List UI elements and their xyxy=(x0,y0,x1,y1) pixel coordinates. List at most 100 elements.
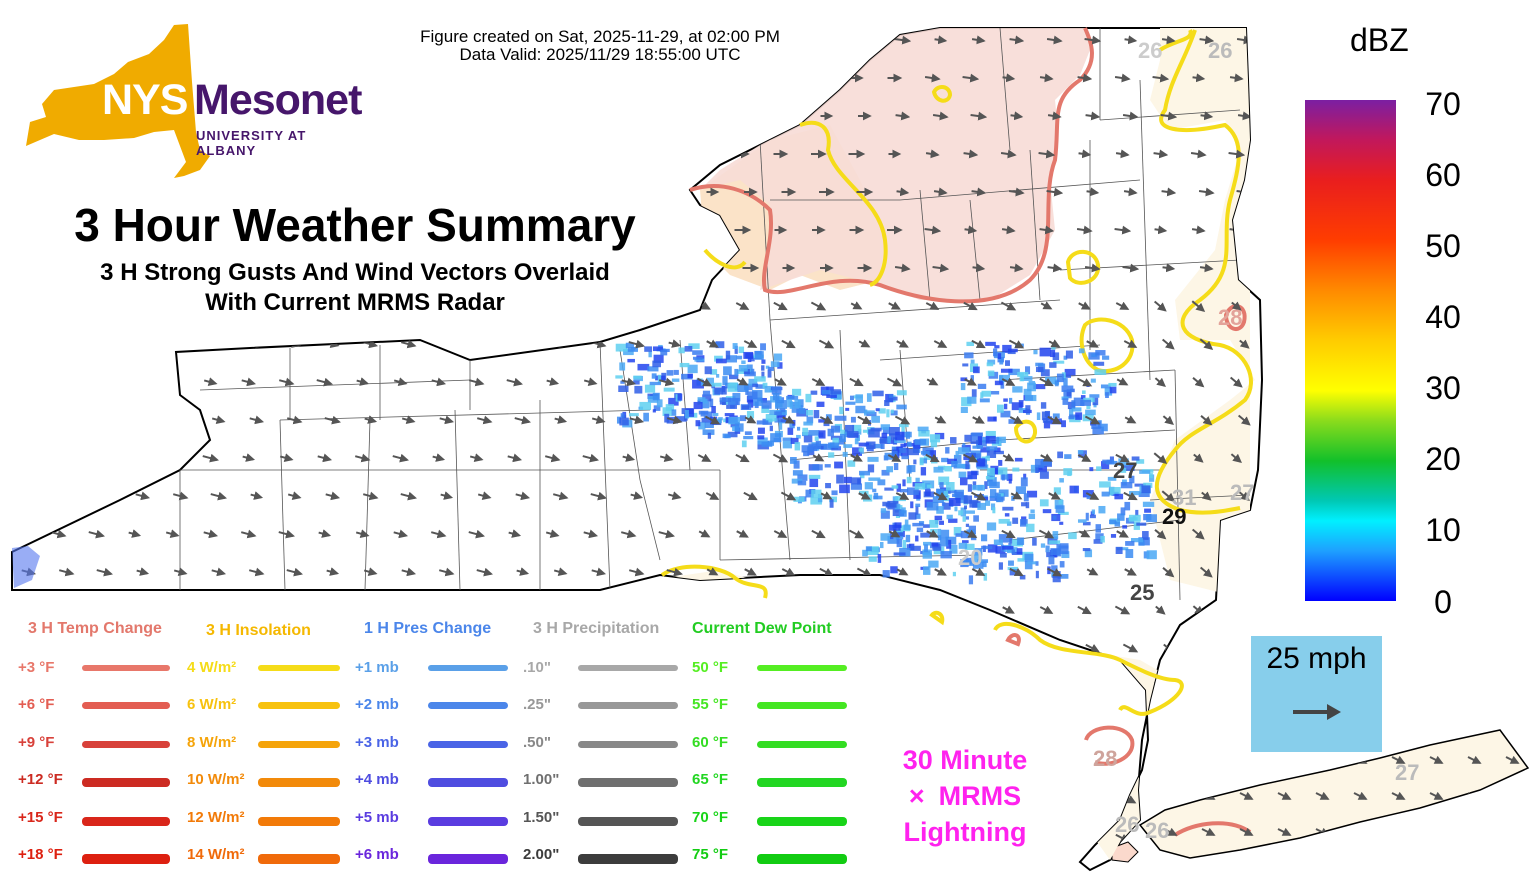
wind-vector-arrow xyxy=(286,187,303,197)
wind-vector-arrow xyxy=(97,643,113,653)
wind-vector-arrow xyxy=(97,263,113,273)
wind-vector-arrow xyxy=(88,757,105,767)
radar-echo xyxy=(894,439,906,444)
radar-echo xyxy=(1065,350,1073,359)
radar-echo xyxy=(953,526,962,536)
radar-echo xyxy=(1034,458,1045,468)
radar-echo xyxy=(840,433,846,442)
radar-echo xyxy=(1078,348,1085,354)
radar-echo xyxy=(858,448,863,452)
gust-label: 26 xyxy=(1145,818,1169,843)
wind-vector-arrow xyxy=(628,187,645,197)
wind-vector-arrow xyxy=(326,567,340,576)
wind-vector-arrow xyxy=(241,757,257,767)
radar-echo xyxy=(880,424,891,430)
radar-echo xyxy=(872,488,877,493)
radar-echo xyxy=(1035,570,1039,579)
wind-vector-arrow xyxy=(89,225,105,235)
radar-echo xyxy=(886,409,890,418)
wind-vector-arrow xyxy=(782,795,795,804)
wind-vector-arrow xyxy=(1084,415,1101,425)
wind-vector-arrow xyxy=(811,757,826,766)
radar-echo xyxy=(900,488,909,493)
wind-vector-arrow xyxy=(888,681,901,690)
radar-echo xyxy=(895,514,901,519)
radar-echo xyxy=(1095,350,1106,356)
radar-echo xyxy=(973,554,983,563)
radar-echo xyxy=(890,409,894,414)
radar-echo xyxy=(977,383,987,390)
radar-echo xyxy=(976,458,986,467)
legend-insolation-label: 14 W/m² xyxy=(187,846,245,863)
wind-vector-arrow xyxy=(963,681,978,691)
radar-echo xyxy=(910,501,914,509)
lightning-line-3: Lightning xyxy=(903,817,1027,847)
radar-echo xyxy=(962,516,966,522)
wind-vector-arrow xyxy=(317,73,333,83)
wind-vector-arrow xyxy=(60,491,74,500)
wind-vector-arrow xyxy=(592,263,606,272)
wind-vector-arrow xyxy=(507,73,523,83)
wind-vector-arrow xyxy=(202,453,219,463)
radar-echo xyxy=(722,376,728,386)
wind-vector-arrow xyxy=(1277,791,1292,800)
radar-echo xyxy=(1085,512,1089,521)
radar-echo xyxy=(1018,408,1028,413)
radar-echo xyxy=(1136,459,1145,464)
wind-vector-arrow xyxy=(970,111,988,121)
wind-vector-arrow xyxy=(554,35,568,44)
radar-echo xyxy=(1091,353,1098,358)
wind-vector-arrow xyxy=(895,643,910,653)
wind-vector-arrow xyxy=(1010,643,1023,652)
radar-echo xyxy=(652,409,656,413)
radar-echo xyxy=(896,538,902,548)
radar-echo xyxy=(1068,532,1077,540)
wind-vector-arrow xyxy=(51,377,67,387)
radar-echo xyxy=(701,401,710,409)
wind-vector-arrow xyxy=(478,719,492,728)
wind-vector-arrow xyxy=(363,187,378,197)
radar-echo xyxy=(855,394,864,404)
wind-vector-arrow xyxy=(12,73,29,83)
wind-vector-arrow xyxy=(51,225,66,235)
wind-vector-arrow xyxy=(934,35,948,45)
radar-echo xyxy=(744,371,756,377)
wind-vector-arrow xyxy=(666,187,683,197)
wind-vector-arrow xyxy=(164,605,181,615)
wind-vector-arrow xyxy=(135,111,151,121)
wind-vector-arrow xyxy=(591,567,607,577)
wind-vector-arrow xyxy=(50,149,67,159)
radar-echo xyxy=(915,513,921,519)
wind-vector-arrow xyxy=(545,301,561,311)
radar-echo xyxy=(1082,548,1091,552)
wind-vector-arrow xyxy=(1163,755,1178,764)
wind-vector-arrow xyxy=(59,35,75,45)
radar-echo xyxy=(879,541,884,549)
radar-echo xyxy=(732,392,741,402)
wind-vector-arrow xyxy=(286,567,303,577)
wind-vector-arrow xyxy=(477,491,492,501)
radar-echo xyxy=(1008,560,1014,566)
radar-echo xyxy=(890,566,898,574)
wind-vector-arrow xyxy=(582,453,599,463)
radar-echo xyxy=(1011,495,1015,501)
radar-echo xyxy=(1001,474,1005,481)
radar-echo xyxy=(695,420,701,427)
wind-vector-arrow xyxy=(1116,529,1129,538)
radar-echo xyxy=(761,400,772,409)
radar-echo xyxy=(960,377,968,382)
radar-echo xyxy=(1025,366,1031,375)
wind-vector-arrow xyxy=(1239,827,1254,836)
radar-echo xyxy=(912,522,924,527)
wind-vector-arrow xyxy=(126,377,143,387)
wind-vector-arrow xyxy=(134,35,151,45)
radar-echo xyxy=(898,505,903,512)
radar-echo xyxy=(973,515,979,522)
radar-echo xyxy=(653,354,664,363)
legend-temp-line xyxy=(82,702,170,710)
radar-echo xyxy=(825,414,832,421)
radar-echo xyxy=(843,444,853,448)
wind-vector-arrow xyxy=(1353,827,1368,836)
wind-vector-arrow xyxy=(620,681,637,691)
wind-vector-arrow xyxy=(1353,791,1368,800)
